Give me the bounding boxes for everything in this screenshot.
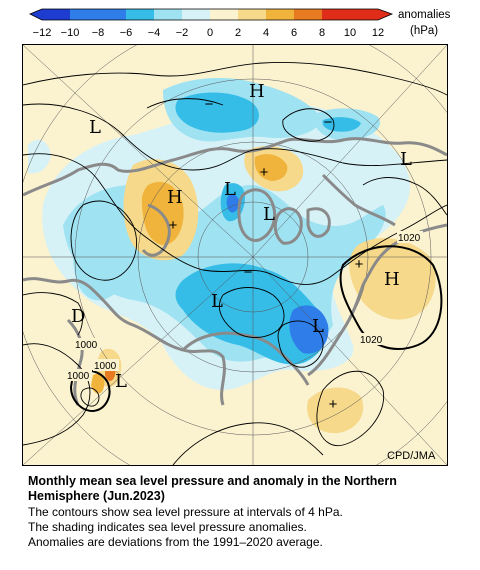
- contour-label: 1000: [94, 361, 117, 372]
- colorbar-tick: 12: [372, 27, 384, 39]
- colorbar-seg-deep-blue: [42, 9, 70, 20]
- caption-line: The contours show sea level pressure at …: [28, 505, 343, 519]
- pressure-center-low: L: [263, 204, 275, 225]
- lat-lon-grid: [23, 45, 447, 465]
- colorbar-seg-pale-yellow: [210, 9, 238, 20]
- pressure-center-high: H: [384, 269, 400, 290]
- colorbar-seg-orange: [266, 9, 294, 20]
- colorbar-tick: −6: [120, 27, 133, 39]
- colorbar-seg-red: [378, 9, 392, 20]
- anomaly-sign-plus: +: [169, 217, 178, 234]
- colorbar-tick: 6: [291, 27, 297, 39]
- pressure-center-low: L: [211, 291, 223, 312]
- polar-map-canvas: H L L H L L L L D L H − − + + − + + 1020: [23, 45, 447, 465]
- credit-label: CPD/JMA: [387, 450, 436, 462]
- anomaly-sign-minus: −: [324, 114, 333, 131]
- caption-line: Anomalies are deviations from the 1991–2…: [28, 535, 323, 549]
- colorbar-seg-sky: [126, 9, 154, 20]
- colorbar-tick: 8: [319, 27, 325, 39]
- colorbar-seg-yellow: [238, 9, 266, 20]
- contour-labels: 1020 1020 1000 1000 1000: [66, 231, 423, 382]
- contour-label: 1000: [75, 340, 98, 351]
- colorbar-tick: 4: [263, 27, 269, 39]
- pressure-center-low: L: [400, 149, 412, 170]
- colorbar-unit: (hPa): [410, 25, 438, 37]
- colorbar-tick: −2: [176, 27, 189, 39]
- anomaly-colorbar: −12 −10 −8 −6 −4 −2 0 2 4 6 8 10 12 anom…: [29, 8, 451, 39]
- anomaly-sign-plus: +: [329, 396, 338, 413]
- anomaly-sign-plus: +: [260, 164, 269, 181]
- contour-label: 1000: [67, 371, 90, 382]
- colorbar-seg-pale-blue: [182, 9, 210, 20]
- positive-anomaly-shading: [91, 145, 436, 434]
- contour-label: 1020: [360, 335, 383, 346]
- pressure-center-high: H: [249, 81, 265, 102]
- pressure-center-low: L: [89, 117, 101, 138]
- colorbar-segments: [29, 8, 394, 21]
- colorbar-tick: −10: [61, 27, 80, 39]
- colorbar-seg-blue: [70, 9, 126, 20]
- anomaly-sign-plus: +: [355, 256, 364, 273]
- anomaly-sign-minus: −: [205, 96, 214, 113]
- pressure-center-depression: D: [71, 306, 85, 327]
- colorbar-tick: 2: [235, 27, 241, 39]
- contour-label: 1020: [398, 233, 421, 244]
- colorbar-tick: −4: [148, 27, 161, 39]
- caption-line: The shading indicates sea level pressure…: [28, 520, 307, 534]
- isobars: [23, 62, 447, 465]
- colorbar-unit-label: anomalies: [398, 9, 451, 21]
- colorbar-tick: −12: [33, 27, 52, 39]
- colorbar-tick: −8: [92, 27, 105, 39]
- colorbar-tick: 0: [207, 27, 213, 39]
- pressure-center-low: L: [312, 316, 324, 337]
- anomaly-sign-minus: −: [244, 264, 253, 281]
- colorbar-seg-dark-orange: [294, 9, 322, 20]
- pressure-center-low: L: [115, 371, 127, 392]
- colorbar-tick: 10: [344, 27, 356, 39]
- polar-map: H L L H L L L L D L H − − + + − + + 1020: [22, 44, 448, 466]
- pressure-center-low: L: [224, 179, 236, 200]
- colorbar-seg-light-sky: [154, 9, 182, 20]
- pressure-center-high: H: [167, 187, 183, 208]
- pressure-centers: H L L H L L L L D L H: [71, 81, 412, 392]
- figure-title: Monthly mean sea level pressure and anom…: [28, 474, 397, 503]
- colorbar-seg-red: [322, 9, 378, 20]
- colorbar-seg-deep-blue: [30, 9, 42, 20]
- anomaly-signs: − − + + − + +: [169, 96, 364, 413]
